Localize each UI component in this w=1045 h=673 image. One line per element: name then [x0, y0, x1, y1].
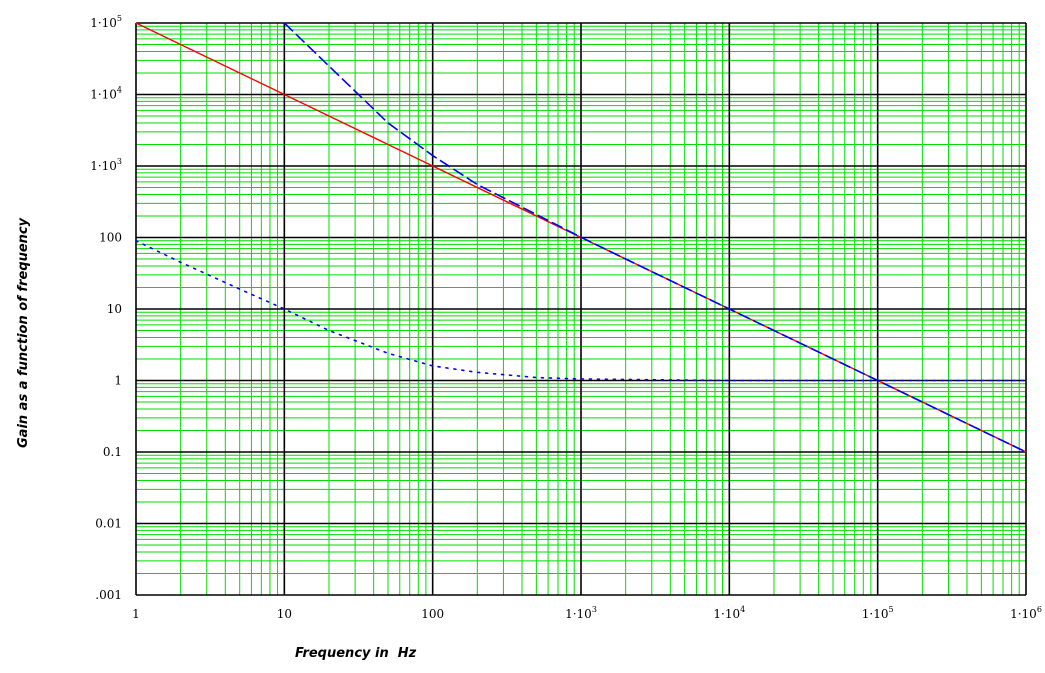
y-axis-title: Gain as a function of frequency	[16, 217, 31, 448]
x-tick-label: 1	[132, 607, 140, 621]
series-line-dashed	[283, 22, 1027, 453]
x-tick-label: 10	[277, 607, 292, 621]
y-tick-label: 1·104	[90, 86, 122, 102]
x-tick-label: 100	[421, 607, 444, 621]
x-tick-label: 1·104	[713, 605, 745, 621]
x-tick-label: 1·105	[862, 605, 894, 621]
series-layer	[135, 22, 1027, 453]
x-axis-title: Frequency in Hz	[295, 646, 417, 661]
x-tick-labels: 1 10 100 1·103 1·104 1·105 1·106	[132, 605, 1042, 621]
y-tick-label: 1·103	[90, 157, 122, 173]
y-tick-label: 1	[114, 374, 122, 388]
y-tick-label: 10	[107, 302, 122, 316]
series-line-dotted	[135, 239, 1027, 382]
y-tick-label: 0.01	[95, 517, 122, 531]
y-tick-label: 1·105	[90, 14, 122, 30]
y-tick-label: .001	[95, 588, 122, 602]
y-tick-labels: 1·105 1·104 1·103 100 10 1 0.1 0.01 .001	[90, 14, 122, 602]
x-tick-label: 1·103	[565, 605, 597, 621]
y-tick-label: 100	[99, 231, 122, 245]
y-tick-label: 0.1	[103, 445, 122, 459]
x-tick-label: 1·106	[1010, 605, 1042, 621]
